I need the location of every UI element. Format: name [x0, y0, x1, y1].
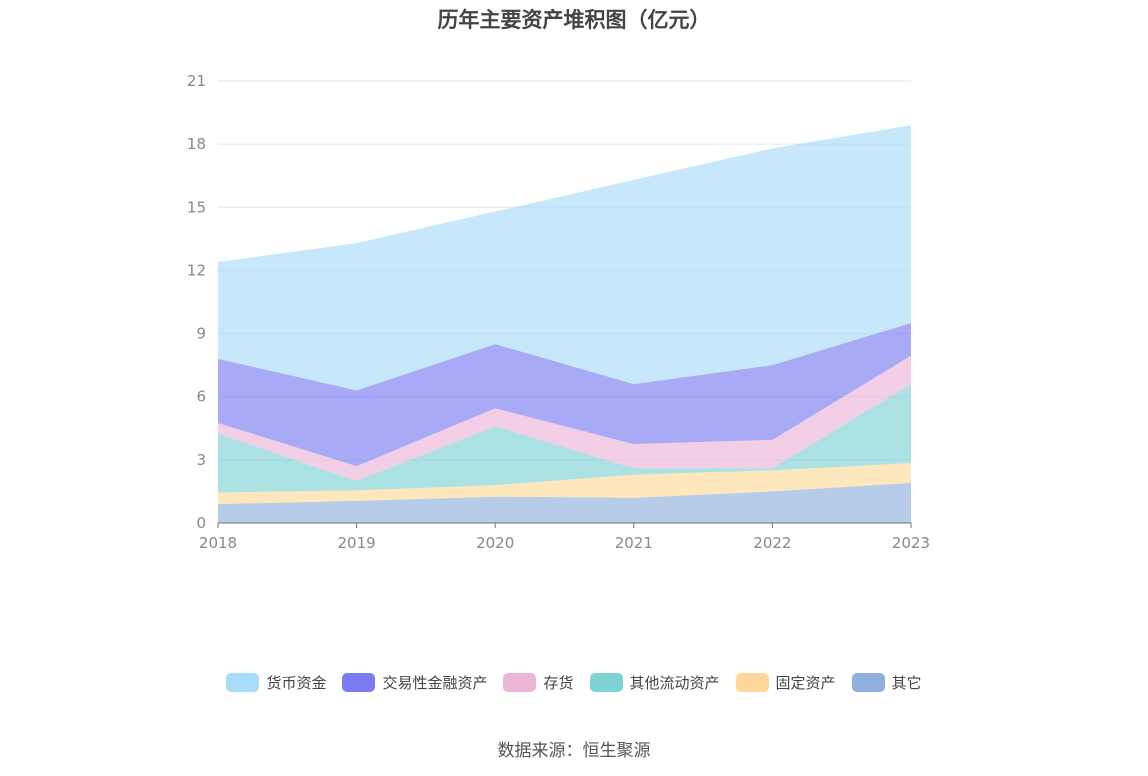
legend-label: 固定资产 [775, 674, 836, 692]
legend-item[interactable]: 固定资产 [735, 672, 836, 693]
y-tick-label: 15 [187, 198, 206, 216]
legend-item[interactable]: 货币资金 [226, 672, 326, 693]
area-其他流动资产[interactable] [218, 384, 911, 493]
legend-swatch [851, 673, 885, 692]
legend-swatch [735, 673, 769, 692]
area-交易性金融资产[interactable] [218, 323, 911, 467]
legend-label: 交易性金融资产 [382, 674, 488, 692]
area-固定资产[interactable] [218, 463, 911, 505]
legend-label: 其他流动资产 [629, 674, 720, 692]
stacked-areas [218, 125, 911, 523]
legend: 货币资金 交易性金融资产 存货 其他流动资产 固定资产 其它 [0, 672, 1148, 693]
y-tick-label: 3 [196, 451, 206, 469]
source-note: 数据来源：恒生聚源 [497, 741, 651, 761]
x-tick-label: 2021 [615, 534, 653, 552]
chart-title: 历年主要资产堆积图（亿元） [437, 8, 711, 32]
y-tick-label: 9 [196, 325, 206, 343]
axes: 0 3 6 9 12 15 18 21 2018 2019 2020 2021 2022 2023 [187, 72, 930, 552]
legend-label: 存货 [543, 674, 574, 692]
area-货币资金[interactable] [218, 125, 911, 391]
x-tick-label: 2019 [338, 534, 376, 552]
legend-swatch [226, 673, 260, 692]
legend-swatch [503, 673, 537, 692]
legend-item[interactable]: 其它 [851, 672, 922, 693]
area-存货[interactable] [218, 355, 911, 481]
y-tick-label: 6 [196, 388, 206, 406]
y-tick-label: 0 [196, 514, 206, 532]
legend-item[interactable]: 其他流动资产 [589, 672, 720, 693]
x-tick-label: 2018 [199, 534, 237, 552]
x-tick-label: 2020 [476, 534, 514, 552]
y-tick-label: 21 [187, 72, 206, 90]
y-tick-label: 12 [187, 261, 206, 279]
x-tick-label: 2022 [753, 534, 791, 552]
legend-item[interactable]: 交易性金融资产 [342, 672, 487, 693]
legend-item[interactable]: 存货 [503, 672, 574, 693]
legend-swatch [342, 673, 376, 692]
legend-swatch [589, 673, 623, 692]
legend-label: 其它 [891, 674, 922, 692]
legend-label: 货币资金 [266, 674, 327, 692]
area-其它[interactable] [218, 483, 911, 523]
y-tick-label: 18 [187, 135, 206, 153]
x-tick-label: 2023 [892, 534, 930, 552]
